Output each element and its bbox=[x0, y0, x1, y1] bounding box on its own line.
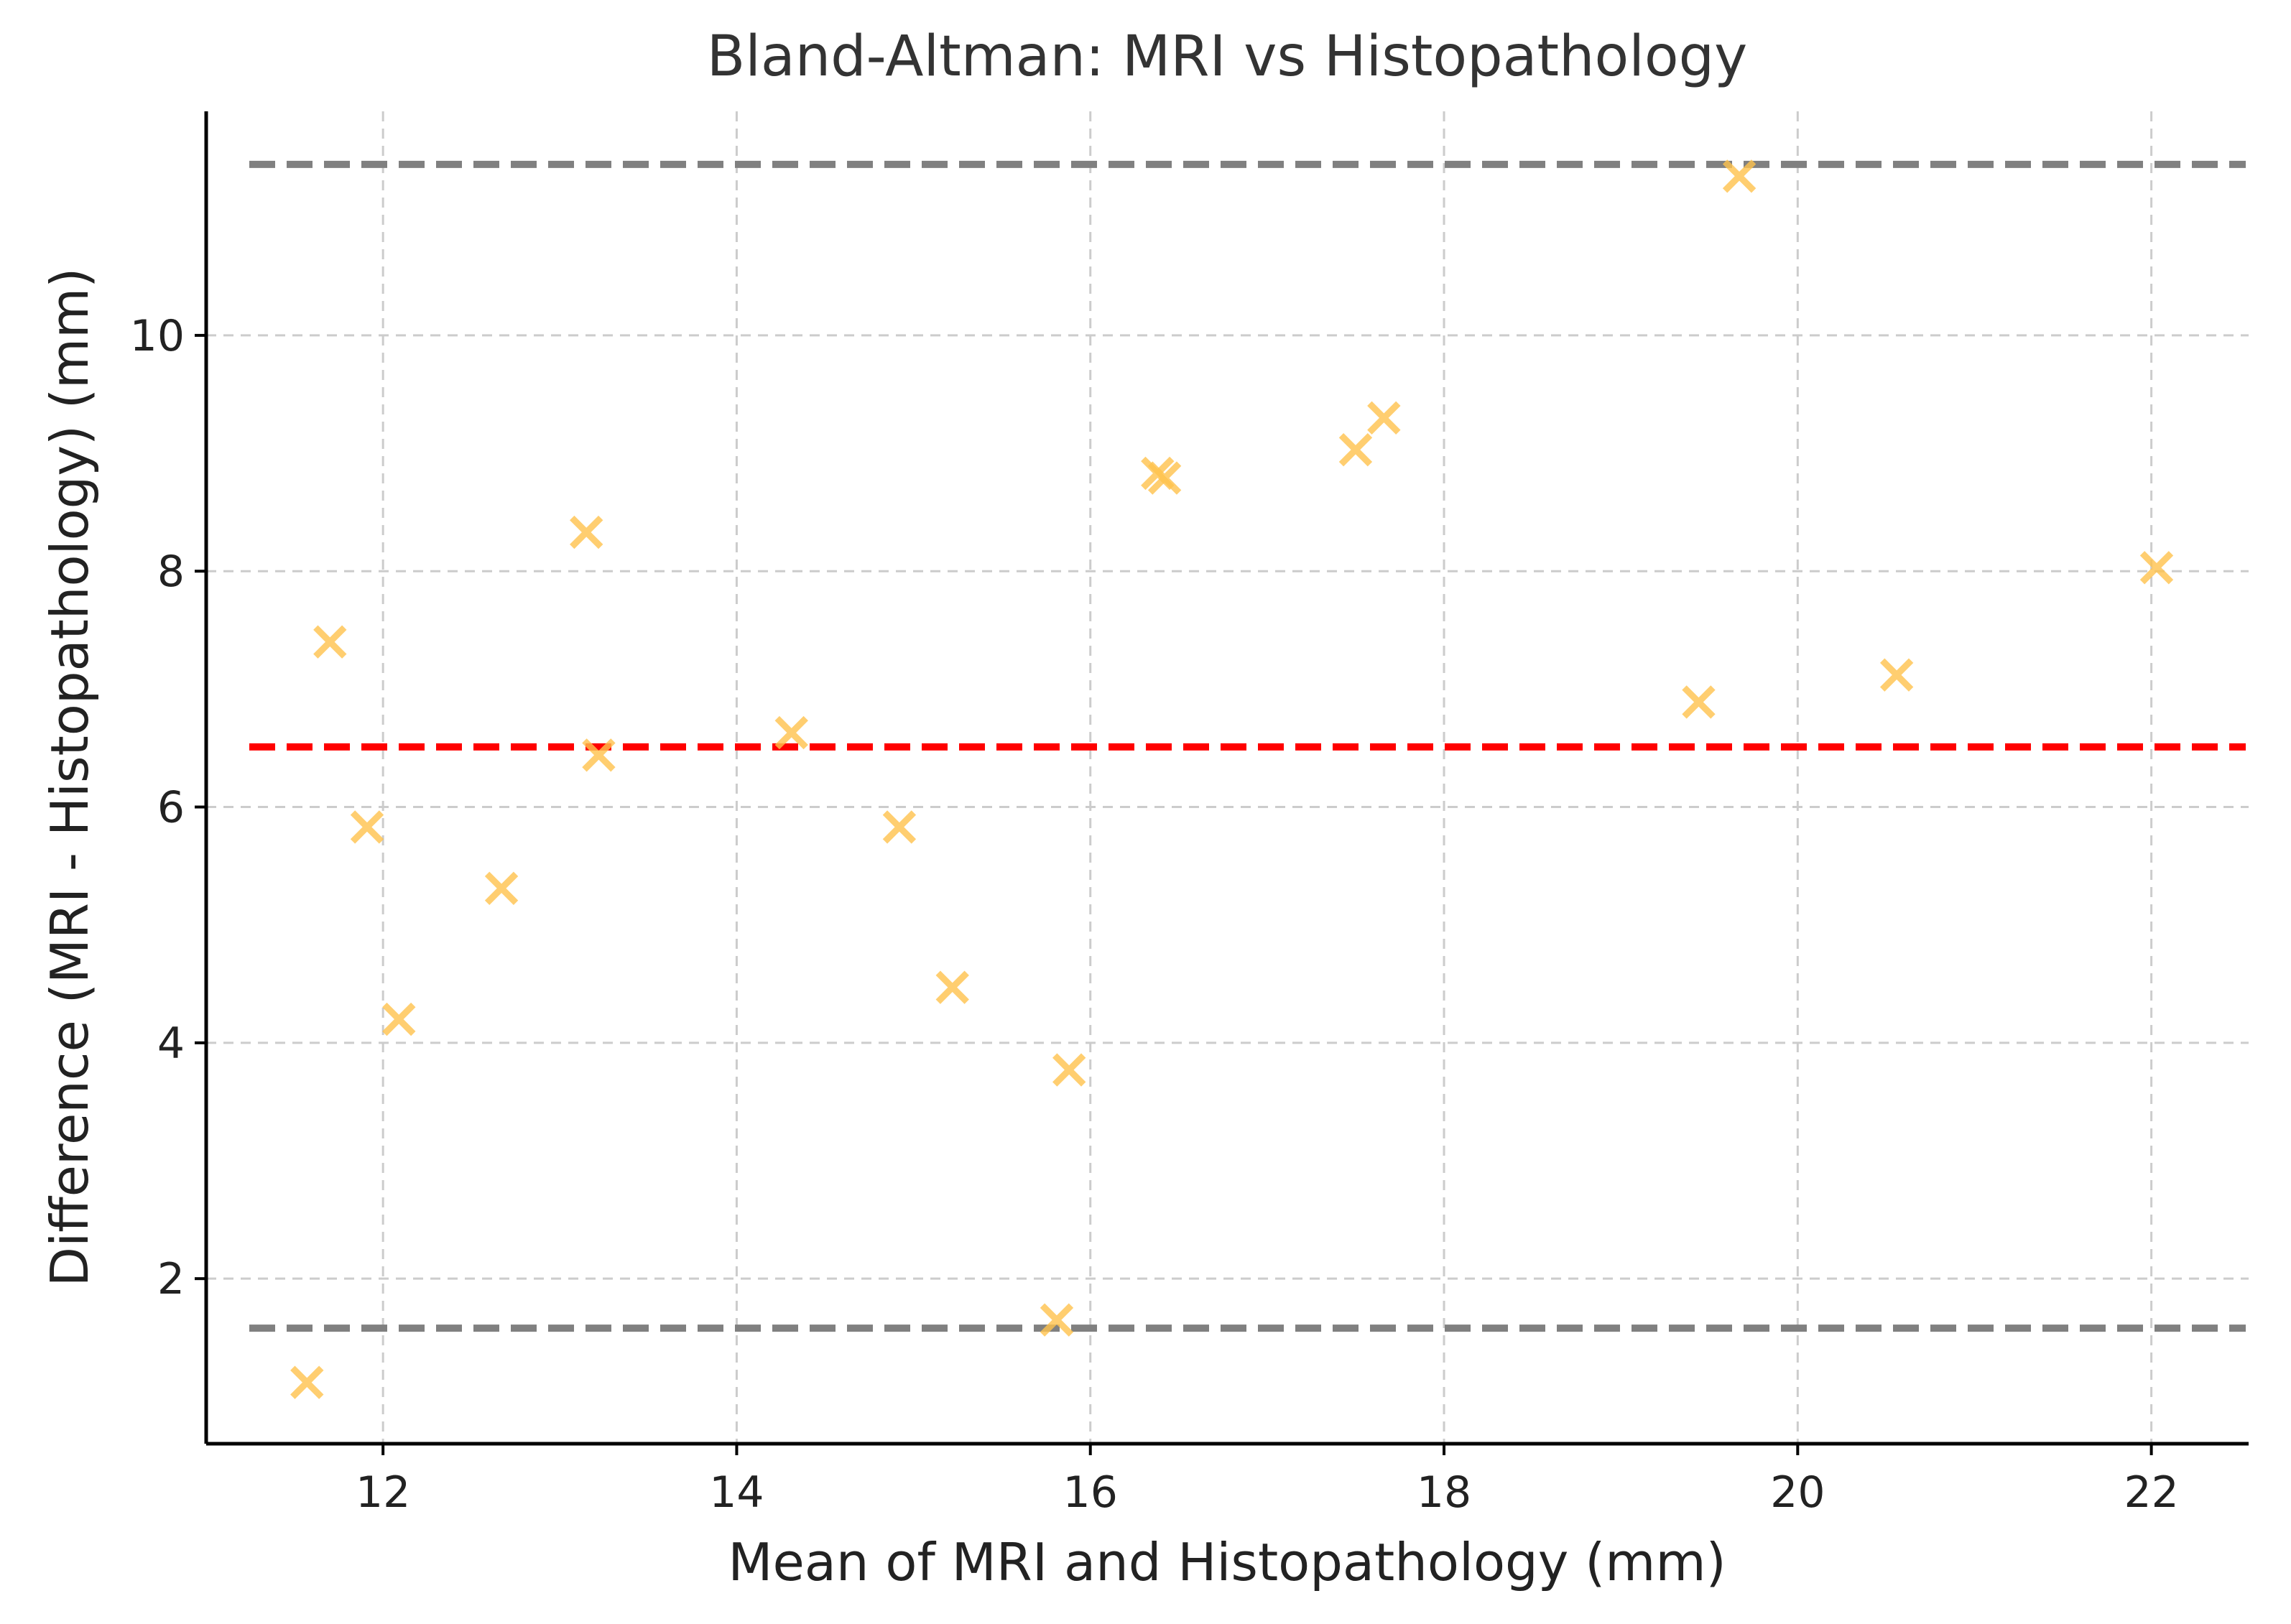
y-tick-label: 6 bbox=[157, 783, 185, 833]
data-point-stroke-b bbox=[313, 625, 347, 659]
data-point-stroke-b bbox=[382, 1002, 416, 1036]
data-point-stroke-b bbox=[1722, 159, 1757, 193]
data-point bbox=[1338, 432, 1373, 467]
data-point bbox=[1367, 401, 1401, 435]
data-point bbox=[1052, 1053, 1086, 1087]
data-point-stroke-b bbox=[882, 810, 917, 844]
y-tick-label: 4 bbox=[157, 1019, 185, 1069]
x-tick-label: 16 bbox=[1063, 1467, 1118, 1518]
data-point bbox=[382, 1002, 416, 1036]
data-point-stroke-b bbox=[1147, 461, 1182, 495]
x-tick-label: 22 bbox=[2124, 1467, 2178, 1518]
data-point-stroke-b bbox=[1367, 401, 1401, 435]
data-point-stroke-b bbox=[935, 970, 969, 1004]
data-point-stroke-b bbox=[1052, 1053, 1086, 1087]
x-axis-label: Mean of MRI and Histopathology (mm) bbox=[728, 1532, 1726, 1592]
data-point bbox=[2139, 551, 2174, 585]
data-point bbox=[1040, 1303, 1074, 1337]
x-tick-label: 12 bbox=[356, 1467, 410, 1518]
data-point-stroke-b bbox=[2139, 551, 2174, 585]
data-point-stroke-b bbox=[484, 871, 519, 905]
reference-lines bbox=[249, 160, 2246, 1332]
data-point bbox=[290, 1365, 324, 1399]
data-point bbox=[882, 810, 917, 844]
data-point bbox=[350, 810, 384, 844]
data-point bbox=[484, 871, 519, 905]
axes bbox=[204, 111, 2249, 1446]
y-tick-label: 2 bbox=[157, 1254, 185, 1304]
data-point bbox=[1147, 461, 1182, 495]
data-point bbox=[935, 970, 969, 1004]
x-tick-label: 18 bbox=[1417, 1467, 1471, 1518]
chart-title: Bland-Altman: MRI vs Histopathology bbox=[707, 24, 1748, 89]
data-point-stroke-b bbox=[570, 515, 603, 549]
y-axis-label: Difference (MRI - Histopathology) (mm) bbox=[40, 268, 100, 1287]
y-tick-label: 8 bbox=[157, 547, 185, 597]
data-point-stroke-b bbox=[774, 715, 808, 750]
data-point bbox=[1879, 658, 1914, 692]
data-point-stroke-b bbox=[350, 810, 384, 844]
data-point bbox=[570, 515, 603, 549]
grid-layer bbox=[206, 111, 2249, 1444]
y-tick-label: 10 bbox=[130, 311, 185, 361]
data-point-stroke-b bbox=[290, 1365, 324, 1399]
data-points bbox=[290, 159, 2174, 1399]
data-point bbox=[582, 738, 616, 772]
data-point bbox=[313, 625, 347, 659]
x-tick-label: 14 bbox=[709, 1467, 764, 1518]
data-point-stroke-b bbox=[1682, 685, 1716, 719]
data-point-stroke-b bbox=[1879, 658, 1914, 692]
data-point-stroke-b bbox=[582, 738, 616, 772]
data-point-stroke-b bbox=[1040, 1303, 1074, 1337]
data-point bbox=[774, 715, 808, 750]
x-tick-label: 20 bbox=[1770, 1467, 1825, 1518]
data-point-stroke-b bbox=[1338, 432, 1373, 467]
data-point bbox=[1682, 685, 1716, 719]
data-point bbox=[1722, 159, 1757, 193]
